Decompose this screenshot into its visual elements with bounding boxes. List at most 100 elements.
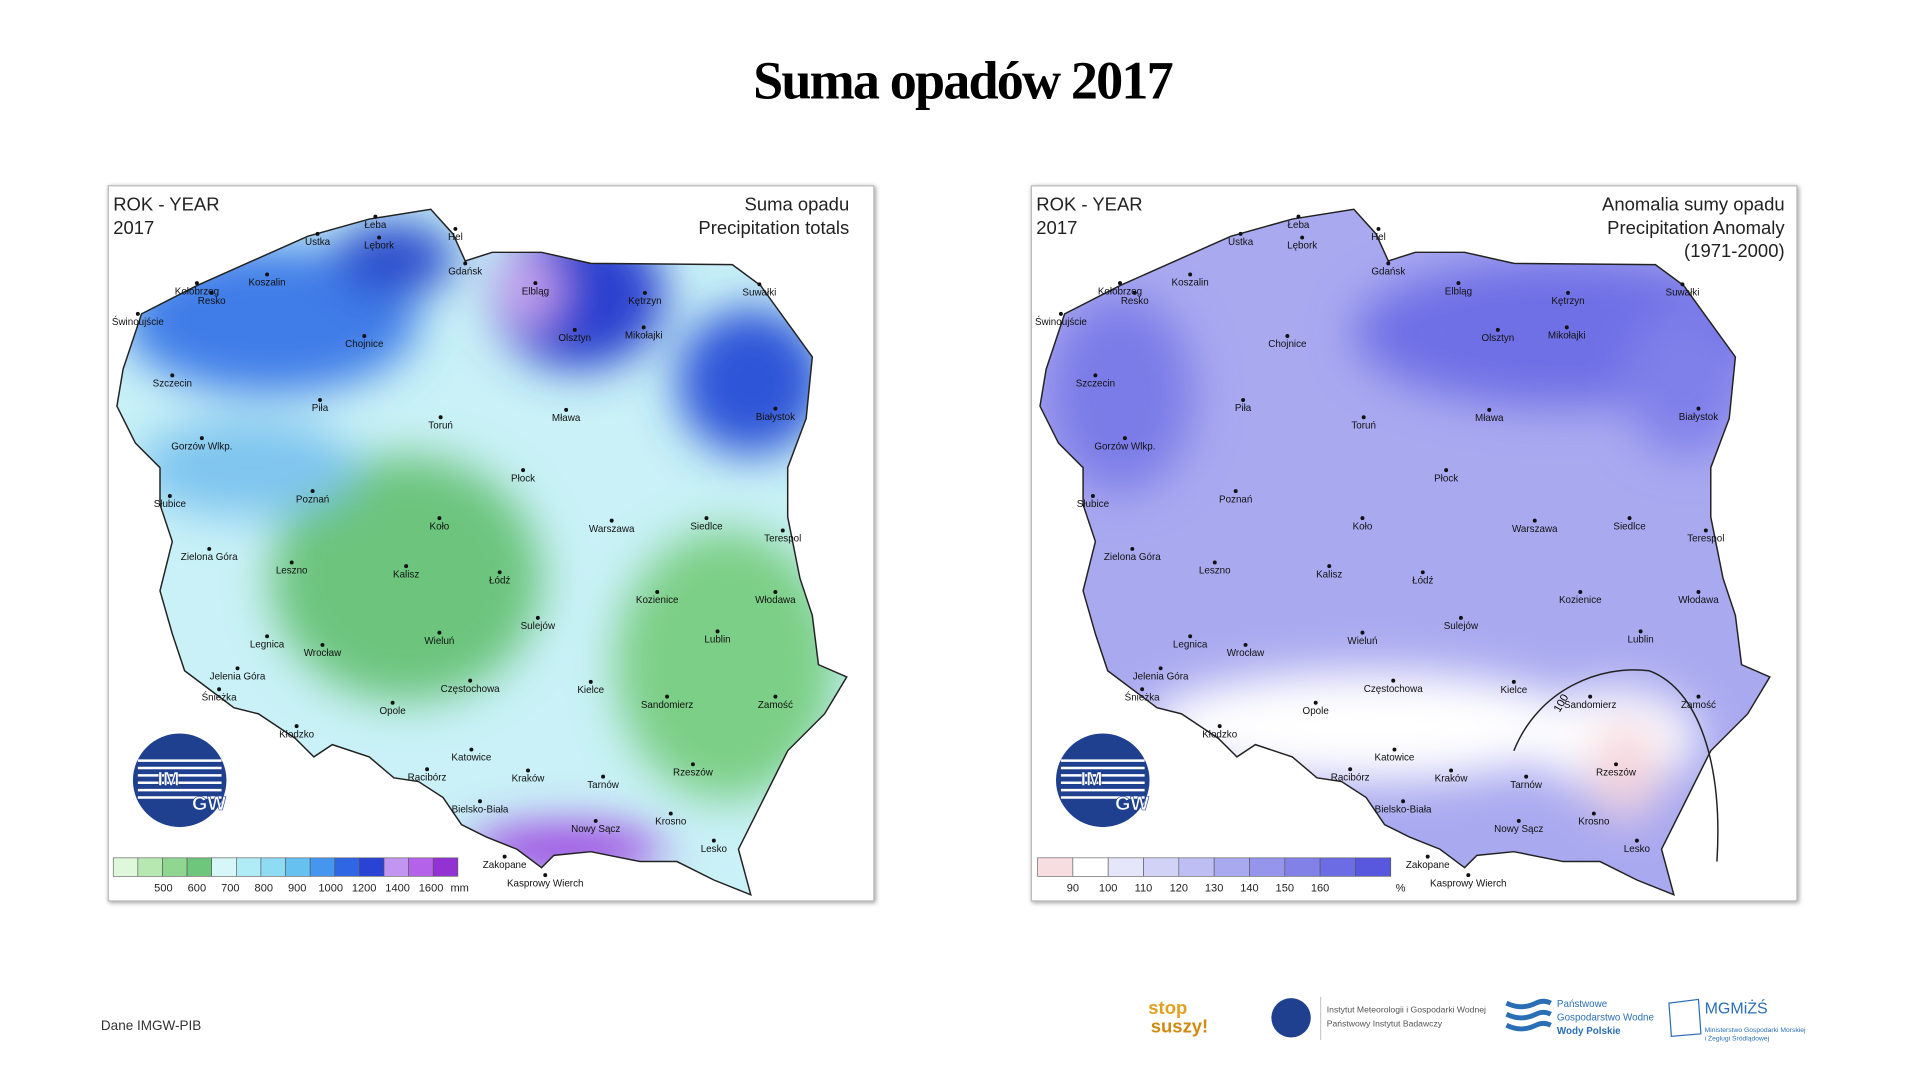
- city-dot: [1495, 327, 1500, 332]
- logo-imgw-text: Państwowy Instytut Badawczy: [1327, 1018, 1443, 1028]
- city-label: Kasprowy Wierch: [507, 878, 583, 889]
- city-label: Suwałki: [1666, 288, 1700, 299]
- city-label: Łódź: [489, 576, 510, 587]
- city-dot: [1300, 235, 1305, 240]
- city-label: Sandomierz: [641, 700, 694, 711]
- city-dot: [1634, 838, 1639, 843]
- city-dot: [1158, 666, 1163, 671]
- legend-label: 800: [255, 883, 273, 895]
- map-panel: 100 ROK - YEAR 2017 Anomalia sumy opadu Prec…: [1030, 185, 1798, 902]
- city-label: Kalisz: [393, 569, 419, 580]
- legend-swatch: [432, 857, 459, 877]
- legend-swatch: [383, 857, 409, 877]
- shading-zone: [498, 252, 560, 327]
- city-label: Koło: [430, 521, 450, 532]
- city-dot: [1532, 518, 1537, 523]
- city-label: Katowice: [451, 753, 491, 764]
- city-label: Toruń: [428, 420, 453, 431]
- legend-swatch: [1072, 857, 1109, 877]
- city-dot: [404, 564, 409, 569]
- logo-waves: [1505, 1009, 1552, 1021]
- city-dot: [1327, 564, 1332, 569]
- city-label: Koszalin: [248, 278, 285, 289]
- legend-label: 1400: [385, 883, 410, 895]
- city-dot: [1093, 373, 1098, 378]
- city-dot: [1243, 642, 1248, 647]
- city-dot: [1444, 468, 1449, 473]
- city-label: Kasprowy Wierch: [1430, 878, 1506, 889]
- legend-swatch: [1213, 857, 1250, 877]
- city-label: Kołobrzeg: [1098, 286, 1142, 297]
- city-dot: [773, 590, 778, 594]
- city-dot: [1511, 679, 1516, 684]
- city-label: Terespol: [1687, 534, 1724, 545]
- city-dot: [1212, 560, 1217, 565]
- city-dot: [533, 281, 538, 286]
- city-label: Mikołajki: [1548, 331, 1586, 342]
- legend-swatch: [260, 857, 286, 877]
- legend-swatch: [236, 857, 262, 877]
- city-label: Zielona Góra: [181, 552, 238, 563]
- city-dot: [362, 334, 367, 338]
- city-dot: [1614, 762, 1618, 767]
- map-shading: [123, 221, 837, 874]
- city-dot: [377, 235, 382, 240]
- city-label: Gdańsk: [1371, 267, 1405, 278]
- city-label: Siedlce: [1613, 521, 1646, 532]
- legend-unit: mm: [450, 883, 468, 895]
- city-dot: [690, 762, 695, 767]
- city-label: Szczecin: [153, 379, 192, 390]
- city-label: Jelenia Góra: [1133, 672, 1189, 683]
- legend-label: 500: [154, 883, 172, 895]
- city-dot: [1487, 407, 1492, 412]
- city-label: Koło: [1353, 521, 1373, 532]
- city-label: Kielce: [577, 685, 604, 696]
- legend-swatch: [186, 857, 212, 877]
- legend-swatch: [285, 857, 311, 877]
- city-label: Ustka: [1228, 237, 1254, 248]
- legend-label: 600: [188, 883, 206, 895]
- legend-swatch: [1143, 857, 1180, 877]
- city-label: Olsztyn: [1481, 333, 1514, 344]
- city-dot: [425, 767, 430, 772]
- city-dot: [1188, 634, 1193, 639]
- city-dot: [1233, 489, 1238, 494]
- isoline: [1513, 669, 1719, 862]
- map-title: (1971-2000): [1684, 240, 1785, 261]
- city-label: Włodawa: [1678, 595, 1719, 606]
- city-label: Lublin: [1627, 635, 1653, 646]
- city-label: Mikołajki: [625, 331, 663, 342]
- city-label: Zakopane: [483, 860, 527, 871]
- city-label: Ustka: [305, 237, 331, 248]
- city-label: Wrocław: [304, 648, 342, 659]
- city-dot: [294, 724, 299, 729]
- legend-swatch: [112, 857, 139, 877]
- city-label: Bielsko-Biała: [1375, 804, 1432, 815]
- city-label: Opole: [379, 706, 406, 717]
- city-dot: [502, 854, 507, 859]
- city-label: Wrocław: [1227, 648, 1265, 659]
- shading-zone: [1624, 307, 1748, 456]
- city-label: Poznań: [1219, 494, 1252, 505]
- legend-label: 900: [288, 883, 306, 895]
- city-dot: [1466, 873, 1471, 878]
- city-dot: [1516, 818, 1521, 823]
- city-dot: [641, 325, 646, 330]
- shading-zone: [332, 221, 456, 296]
- city-dot: [1090, 494, 1095, 498]
- city-label: Kętrzyn: [628, 296, 661, 307]
- city-dot: [289, 560, 294, 565]
- city-label: Mława: [1475, 413, 1504, 424]
- city-dot: [1238, 231, 1243, 236]
- city-dot: [194, 281, 199, 286]
- legend-label: 90: [1067, 883, 1079, 895]
- city-label: Hel: [1371, 232, 1386, 243]
- logo-wody-text: Wody Polskie: [1557, 1026, 1621, 1037]
- city-dot: [715, 629, 720, 634]
- city-dot: [1188, 272, 1193, 277]
- city-label: Chojnice: [1268, 339, 1307, 350]
- city-dot: [1680, 282, 1685, 287]
- city-label: Zamość: [758, 700, 793, 711]
